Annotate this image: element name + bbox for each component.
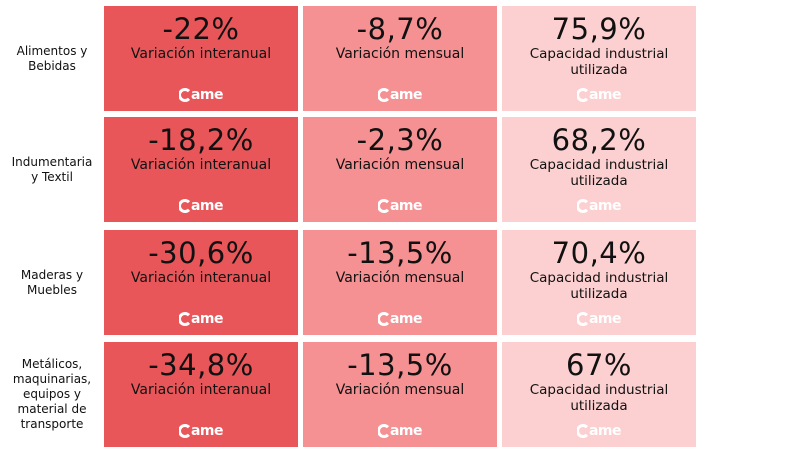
came-logo-icon: [178, 424, 191, 438]
came-logo: ame: [576, 311, 622, 327]
came-logo: ame: [178, 198, 224, 214]
card-metalicos-mensual: -13,5% Variación mensual ame: [303, 342, 497, 447]
came-logo-icon: [377, 424, 390, 438]
metric-value: -18,2%: [148, 123, 254, 157]
came-logo: ame: [178, 311, 224, 327]
metric-value: -22%: [162, 12, 240, 46]
row-label-maderas: Maderas y Muebles: [20, 267, 84, 297]
card-maderas-interanual: -30,6% Variación interanual ame: [104, 230, 298, 335]
metric-label: Variación mensual: [335, 382, 465, 398]
came-logo-icon: [178, 199, 191, 213]
metric-label: Capacidad industrial utilizada: [529, 46, 669, 78]
came-logo: ame: [178, 87, 224, 103]
row-label-metalicos: Metálicos, maquinarias, equipos y materi…: [12, 357, 92, 431]
came-logo-icon: [377, 88, 390, 102]
metric-value: 67%: [566, 348, 632, 382]
card-maderas-mensual: -13,5% Variación mensual ame: [303, 230, 497, 335]
card-alimentos-mensual: -8,7% Variación mensual ame: [303, 6, 497, 111]
metric-label: Variación mensual: [335, 157, 465, 173]
metric-value: 70,4%: [551, 236, 647, 270]
card-indumentaria-mensual: -2,3% Variación mensual ame: [303, 117, 497, 222]
metric-value: 68,2%: [551, 123, 647, 157]
came-logo: ame: [576, 423, 622, 439]
came-logo-icon: [576, 199, 589, 213]
came-logo: ame: [377, 198, 423, 214]
row-label-indumentaria: Indumentaria y Textil: [11, 154, 93, 184]
metric-label: Capacidad industrial utilizada: [529, 382, 669, 414]
came-logo: ame: [178, 423, 224, 439]
came-logo: ame: [576, 87, 622, 103]
came-logo-icon: [178, 312, 191, 326]
came-logo: ame: [377, 87, 423, 103]
came-logo-icon: [377, 199, 390, 213]
metric-label: Variación mensual: [335, 46, 465, 62]
metric-value: -8,7%: [356, 12, 444, 46]
card-metalicos-interanual: -34,8% Variación interanual ame: [104, 342, 298, 447]
metric-value: -2,3%: [356, 123, 444, 157]
card-alimentos-capacidad: 75,9% Capacidad industrial utilizada ame: [502, 6, 696, 111]
card-indumentaria-capacidad: 68,2% Capacidad industrial utilizada ame: [502, 117, 696, 222]
came-logo-icon: [377, 312, 390, 326]
came-logo: ame: [576, 198, 622, 214]
metric-value: -13,5%: [347, 236, 453, 270]
metric-label: Variación interanual: [130, 157, 272, 173]
metric-label: Variación interanual: [130, 270, 272, 286]
card-alimentos-interanual: -22% Variación interanual ame: [104, 6, 298, 111]
metric-label: Variación interanual: [130, 382, 272, 398]
came-logo-icon: [576, 424, 589, 438]
metric-label: Variación interanual: [130, 46, 272, 62]
metric-value: 75,9%: [551, 12, 647, 46]
metric-label: Variación mensual: [335, 270, 465, 286]
metric-value: -13,5%: [347, 348, 453, 382]
card-maderas-capacidad: 70,4% Capacidad industrial utilizada ame: [502, 230, 696, 335]
metric-label: Capacidad industrial utilizada: [529, 157, 669, 189]
card-metalicos-capacidad: 67% Capacidad industrial utilizada ame: [502, 342, 696, 447]
came-logo-icon: [576, 88, 589, 102]
card-indumentaria-interanual: -18,2% Variación interanual ame: [104, 117, 298, 222]
came-logo-icon: [178, 88, 191, 102]
metric-value: -34,8%: [148, 348, 254, 382]
metric-label: Capacidad industrial utilizada: [529, 270, 669, 302]
came-logo: ame: [377, 311, 423, 327]
came-logo: ame: [377, 423, 423, 439]
metric-value: -30,6%: [148, 236, 254, 270]
came-logo-icon: [576, 312, 589, 326]
row-label-alimentos: Alimentos y Bebidas: [16, 43, 88, 73]
